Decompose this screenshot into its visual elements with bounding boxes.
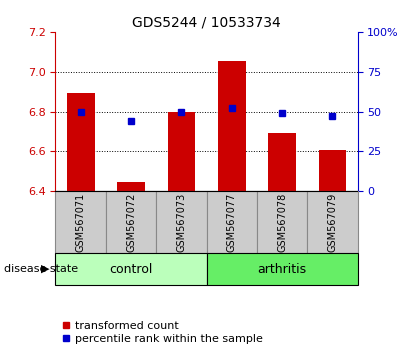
Bar bbox=[206, 253, 358, 285]
Bar bbox=[168, 112, 195, 191]
Bar bbox=[257, 191, 307, 253]
Legend: transformed count, percentile rank within the sample: transformed count, percentile rank withi… bbox=[57, 316, 267, 348]
Bar bbox=[117, 182, 145, 191]
Text: GSM567073: GSM567073 bbox=[176, 193, 186, 252]
Text: GSM567079: GSM567079 bbox=[328, 193, 337, 252]
Bar bbox=[218, 61, 245, 191]
Bar bbox=[55, 191, 106, 253]
Text: GSM567078: GSM567078 bbox=[277, 193, 287, 252]
Text: arthritis: arthritis bbox=[257, 263, 307, 275]
Text: GSM567077: GSM567077 bbox=[227, 193, 237, 252]
Text: GSM567072: GSM567072 bbox=[126, 193, 136, 252]
Text: disease state: disease state bbox=[4, 264, 78, 274]
Bar bbox=[156, 191, 206, 253]
Text: GSM567071: GSM567071 bbox=[76, 193, 85, 252]
Bar bbox=[319, 150, 346, 191]
Title: GDS5244 / 10533734: GDS5244 / 10533734 bbox=[132, 15, 281, 29]
Text: control: control bbox=[109, 263, 153, 275]
Bar bbox=[67, 93, 95, 191]
Bar bbox=[55, 253, 206, 285]
Bar bbox=[268, 133, 296, 191]
Bar bbox=[106, 191, 156, 253]
Text: ▶: ▶ bbox=[41, 264, 49, 274]
Bar bbox=[206, 191, 257, 253]
Bar bbox=[307, 191, 358, 253]
